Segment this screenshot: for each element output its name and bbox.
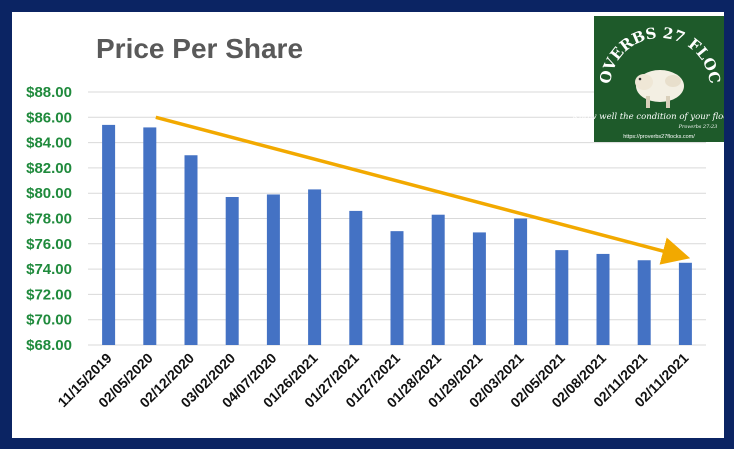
y-tick-label: $88.00 — [26, 84, 72, 101]
bar — [349, 210, 363, 345]
logo-citation: Proverbs 27:23 — [678, 124, 718, 130]
y-tick-label: $82.00 — [26, 160, 72, 177]
bar — [308, 189, 322, 345]
chart-title: Price Per Share — [96, 33, 303, 64]
y-tick-label: $84.00 — [26, 135, 72, 152]
x-axis-ticks: 11/15/201902/05/202002/12/202003/02/2020… — [54, 350, 691, 411]
bar — [555, 250, 569, 345]
y-tick-label: $86.00 — [26, 109, 72, 126]
y-tick-label: $80.00 — [26, 185, 72, 202]
bar — [431, 214, 445, 345]
sheep-icon — [635, 70, 684, 108]
y-tick-label: $76.00 — [26, 236, 72, 253]
y-tick-label: $70.00 — [26, 312, 72, 329]
logo-url: https://proverbs27flocks.com/ — [623, 134, 695, 140]
trend-arrow — [155, 115, 691, 265]
bar — [472, 232, 486, 345]
bar — [102, 124, 116, 345]
y-tick-label: $74.00 — [26, 261, 72, 278]
proverbs-27-flocks-logo: PROVERBS 27 FLOCKS Know well the conditi… — [571, 12, 724, 142]
bar — [596, 253, 610, 345]
bar — [225, 196, 239, 345]
bar — [514, 218, 528, 345]
bar — [266, 194, 280, 345]
chart-panel: Price Per Share $68.00 $70.00 $72.00 $74.00… — [12, 12, 724, 438]
price-per-share-chart: Price Per Share $68.00 $70.00 $72.00 $74.00… — [26, 12, 724, 411]
y-axis-ticks: $68.00 $70.00 $72.00 $74.00 $76.00 $78.00 $80.… — [26, 84, 72, 354]
y-tick-label: $68.00 — [26, 337, 72, 354]
y-tick-label: $78.00 — [26, 211, 72, 228]
y-tick-label: $72.00 — [26, 286, 72, 303]
bar — [637, 260, 651, 345]
bar — [390, 231, 404, 345]
bars — [102, 124, 692, 345]
bar — [143, 127, 157, 345]
bar — [678, 262, 692, 345]
trend-arrow-group — [155, 115, 691, 265]
bar — [184, 155, 198, 345]
logo-motto: Know well the condition of your flocks..… — [571, 112, 724, 122]
